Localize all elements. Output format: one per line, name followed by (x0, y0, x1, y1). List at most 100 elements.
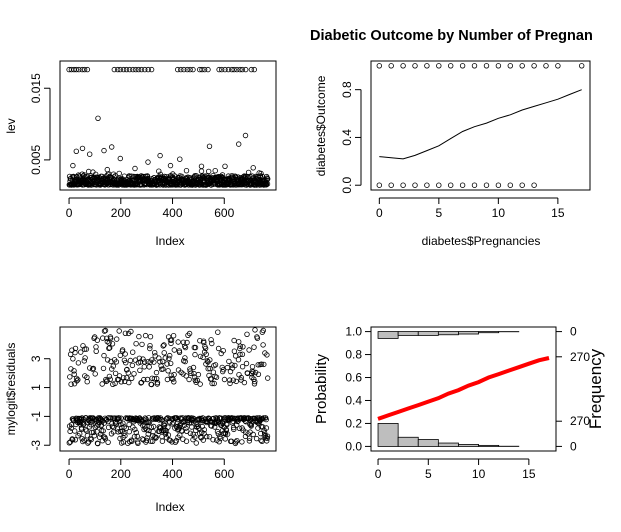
residual-point (260, 342, 266, 348)
leverage-point (178, 66, 184, 73)
residual-point (205, 366, 211, 372)
panel2-x-tick-label: 10 (492, 206, 506, 220)
residual-point (113, 359, 120, 365)
residual-point (153, 375, 160, 382)
residual-point (162, 355, 168, 361)
residual-point (102, 436, 108, 442)
residual-point (251, 381, 258, 387)
residual-point (94, 337, 100, 343)
residual-point (165, 424, 171, 430)
leverage-point (229, 66, 235, 73)
leverage-point (248, 66, 255, 73)
residual-point (239, 351, 246, 357)
leverage-point (138, 66, 145, 73)
leverage-point (123, 66, 130, 73)
leverage-point (218, 173, 225, 180)
residual-point (261, 430, 268, 436)
residual-point (161, 350, 167, 356)
panel4-y-tick-label: 0.6 (345, 371, 362, 385)
residual-point (66, 440, 72, 446)
residual-point (240, 344, 246, 350)
residual-point (237, 343, 243, 349)
outcome-0-point (376, 182, 382, 188)
residual-point (122, 330, 129, 336)
residual-point (119, 347, 126, 353)
residual-point (234, 438, 240, 444)
residual-point (141, 376, 147, 383)
residual-point (164, 361, 170, 367)
residual-point (255, 371, 262, 377)
residual-point (89, 366, 96, 372)
residual-point (104, 378, 110, 384)
residual-point (107, 335, 114, 342)
residual-point (121, 430, 127, 436)
outcome-0-histogram-bar (417, 439, 439, 447)
residual-point (258, 430, 264, 437)
residual-point (107, 376, 113, 382)
leverage-point (265, 176, 271, 182)
residual-point (159, 438, 166, 444)
residual-point (235, 339, 242, 345)
residual-point (72, 437, 78, 443)
panel3-y-tick-label: -1 (29, 411, 43, 422)
leverage-point (148, 66, 155, 73)
residual-point (92, 371, 98, 377)
residual-point (88, 436, 94, 443)
residual-point (191, 374, 198, 380)
outcome-0-point (531, 182, 537, 188)
residual-point (69, 436, 75, 442)
residual-point (80, 343, 86, 349)
panel1-x-tick-label: 200 (111, 206, 131, 220)
residual-point (127, 357, 134, 364)
residual-point (181, 422, 188, 428)
outcome-0-point (412, 182, 418, 188)
residual-point (226, 358, 232, 365)
residual-point (139, 341, 145, 348)
leverage-point (190, 66, 196, 73)
residual-point (129, 349, 136, 355)
residual-point (104, 335, 110, 341)
residual-point (100, 428, 106, 434)
residual-point (181, 343, 188, 349)
residual-point (91, 334, 98, 340)
residual-point (250, 369, 256, 375)
residual-point (108, 366, 115, 372)
residual-point (87, 435, 94, 442)
leverage-point (116, 170, 122, 177)
residual-point (157, 425, 164, 431)
residual-point (84, 379, 90, 385)
residual-point (112, 370, 119, 377)
residual-point (226, 377, 233, 383)
residual-point (134, 433, 140, 439)
outcome-1-point (424, 63, 430, 69)
residual-point (106, 373, 113, 380)
residual-point (96, 434, 103, 440)
residual-point (252, 378, 258, 385)
residual-point (128, 375, 135, 381)
residual-point (182, 358, 188, 365)
residual-point (160, 366, 166, 372)
outcome-1-point (376, 63, 382, 69)
leverage-point (135, 66, 142, 73)
outcome-0-histogram-bar (458, 444, 479, 447)
residual-point (200, 354, 206, 361)
outcome-0-point (483, 182, 490, 188)
residual-point (248, 423, 254, 429)
residual-point (192, 344, 199, 351)
outcome-0-point (388, 182, 394, 188)
residual-point (264, 433, 271, 439)
outcome-0-histogram-bar (397, 436, 419, 447)
panel4-right-tick-label: 0 (570, 439, 577, 453)
leverage-point (117, 66, 123, 73)
leverage-point (144, 173, 151, 179)
residual-point (71, 371, 77, 377)
residual-point (122, 360, 129, 366)
panel3-xlabel: Index (155, 500, 184, 514)
residual-point (145, 431, 151, 437)
residual-point (224, 431, 231, 437)
leverage-point (242, 66, 249, 73)
residual-point (248, 421, 255, 427)
residual-point (186, 376, 192, 383)
outcome-1-point (436, 63, 442, 69)
